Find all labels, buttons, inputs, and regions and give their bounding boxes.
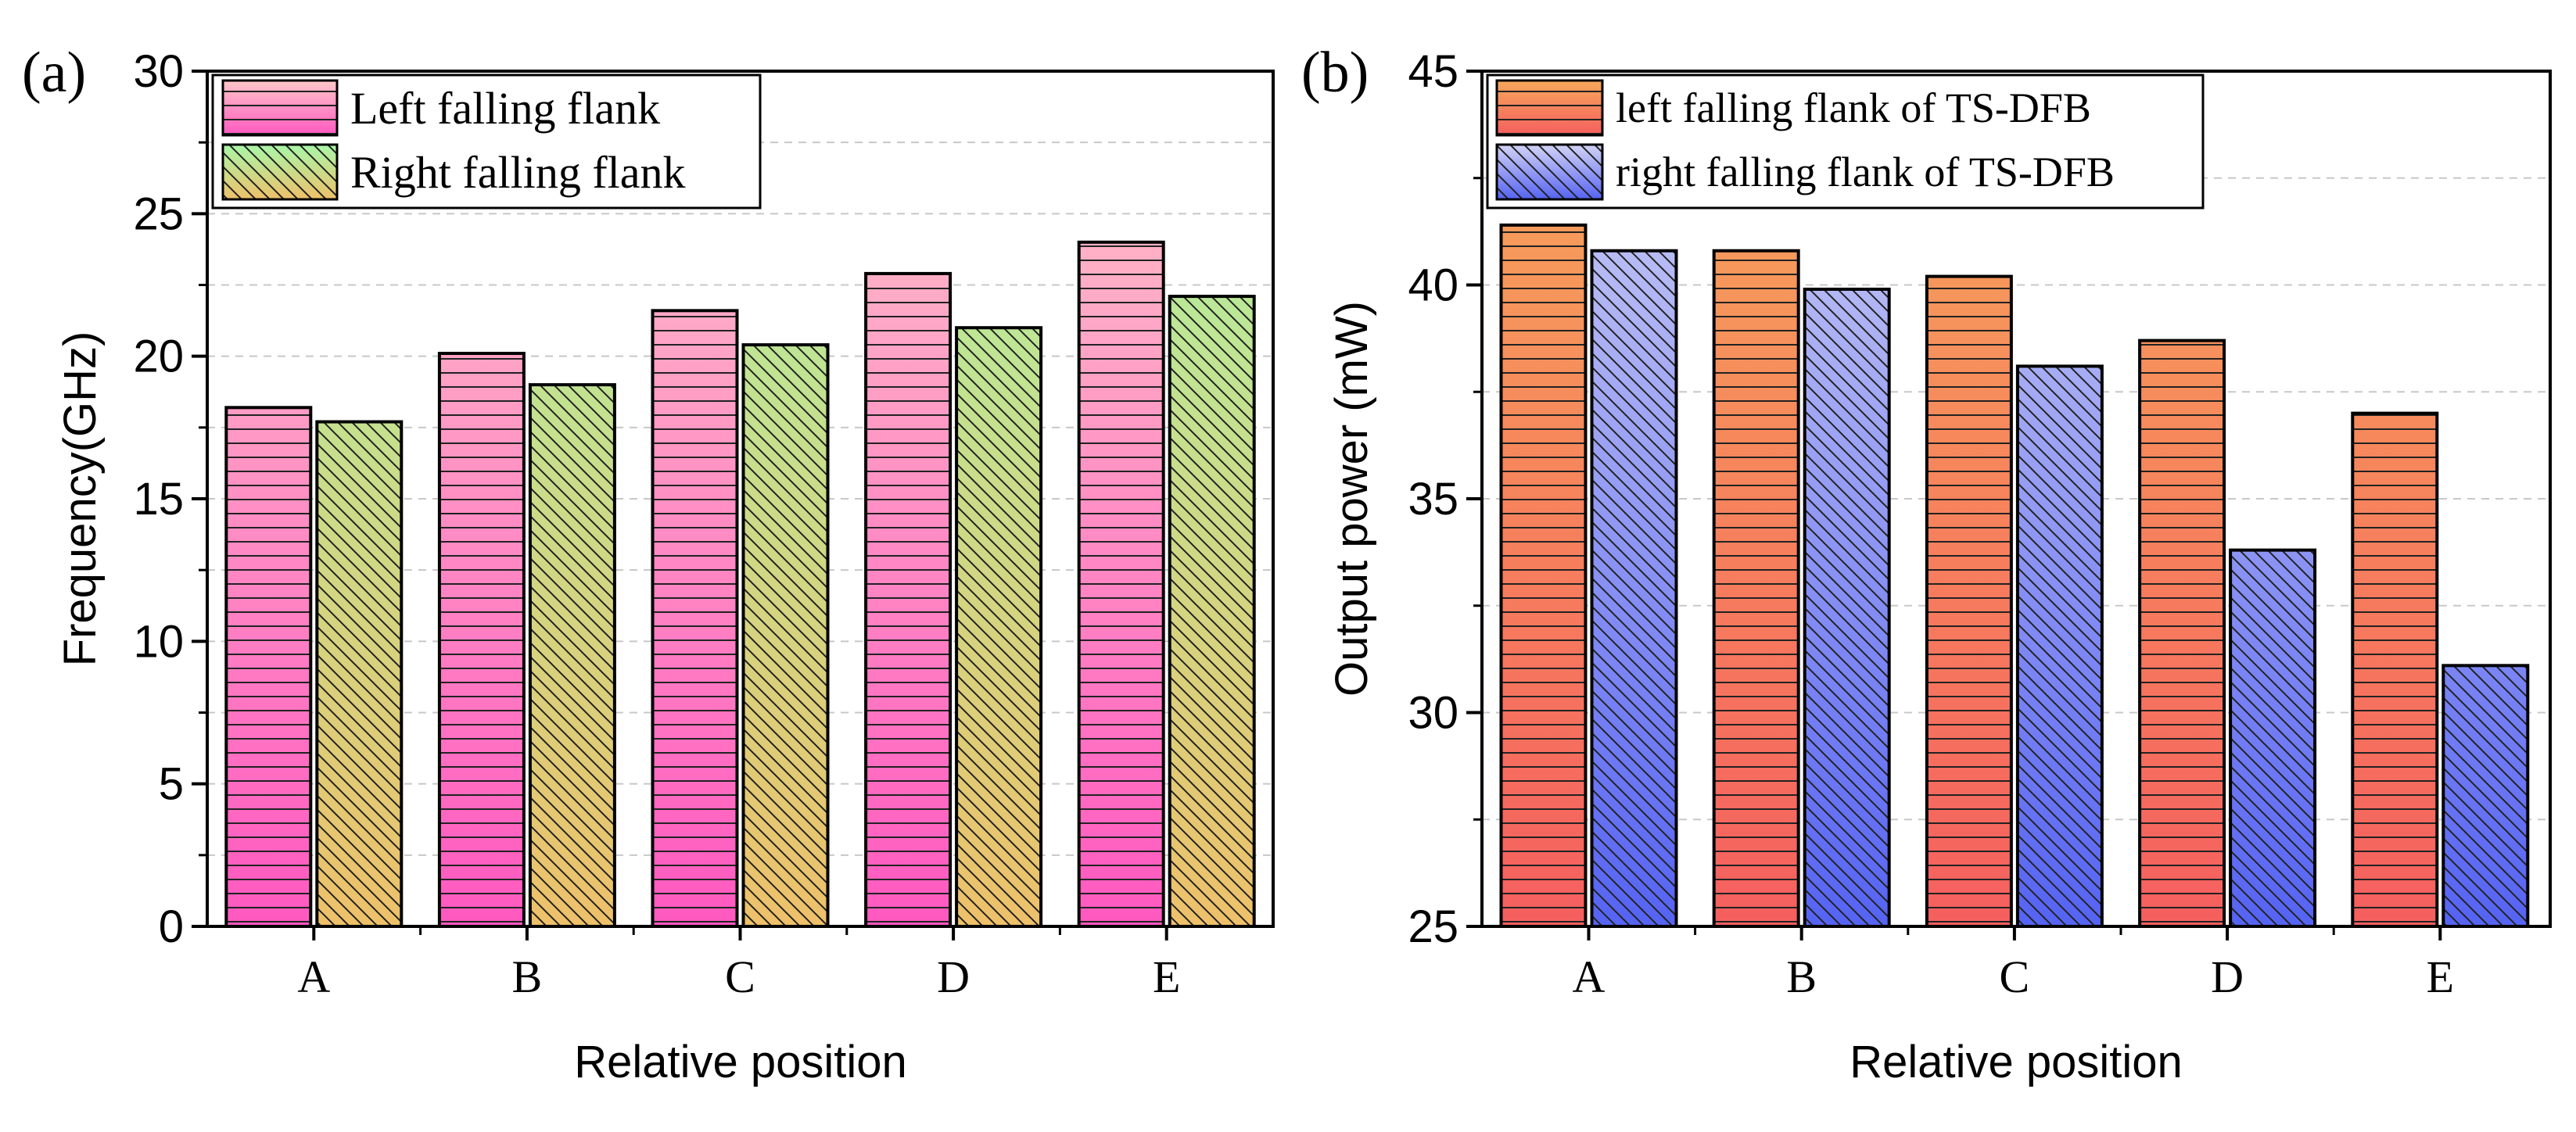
- bar-right-falling-flank-of-ts-dfb-e-pattern: [2441, 664, 2530, 929]
- bar-left-falling-flank-e-pattern: [1077, 240, 1165, 928]
- bar-left-falling-flank-b-pattern: [437, 352, 526, 928]
- x-tick-label-a: A: [297, 951, 330, 1002]
- legend-label-right-falling-flank: Right falling flank: [350, 147, 686, 198]
- legend-label-right-falling-flank-ts-dfb: right falling flank of TS-DFB: [1616, 149, 2115, 195]
- bar-right-falling-flank-of-ts-dfb-b-pattern: [1803, 287, 1891, 929]
- y-tick-label: 0: [159, 901, 184, 952]
- bar-right-falling-flank-of-ts-dfb-c-pattern: [2015, 364, 2104, 928]
- panel-label-a: (a): [22, 41, 86, 105]
- bar-left-falling-flank-of-ts-dfb-b-pattern: [1712, 249, 1800, 928]
- y-tick-label: 25: [133, 188, 184, 239]
- bar-left-falling-flank-a-pattern: [224, 406, 313, 928]
- bar-left-falling-flank-of-ts-dfb-d-pattern: [2138, 339, 2226, 928]
- x-tick-label-d: D: [2211, 951, 2244, 1002]
- bar-right-falling-flank-b-pattern: [528, 383, 616, 928]
- x-tick-label-a: A: [1573, 951, 1606, 1002]
- bar-right-falling-flank-c-pattern: [741, 343, 830, 928]
- y-tick-label: 15: [133, 474, 184, 525]
- panel-a-x-axis-label: Relative position: [574, 1037, 907, 1087]
- panel-a-bars: [224, 240, 1256, 928]
- legend-label-left-falling-flank: Left falling flank: [350, 83, 660, 134]
- y-tick-label: 30: [1408, 688, 1458, 739]
- y-tick-label: 35: [1408, 474, 1458, 525]
- bar-right-falling-flank-of-ts-dfb-d-pattern: [2229, 548, 2317, 928]
- legend-swatch-pattern: [1495, 79, 1604, 137]
- panel-b-y-axis-label: Output power (mW): [1326, 301, 1377, 697]
- legend-swatch-pattern: [221, 143, 339, 201]
- y-tick-label: 10: [133, 616, 184, 667]
- bar-right-falling-flank-e-pattern: [1168, 295, 1256, 928]
- x-tick-label-e: E: [2427, 951, 2454, 1002]
- bar-left-falling-flank-of-ts-dfb-c-pattern: [1925, 274, 2013, 928]
- legend-swatch-pattern: [221, 79, 339, 137]
- y-tick-label: 20: [133, 331, 184, 382]
- panel-b-axes: 25 30 35 40 45 A B C D E: [1408, 46, 2454, 1002]
- bar-right-falling-flank-a-pattern: [315, 420, 404, 928]
- legend-label-left-falling-flank-ts-dfb: left falling flank of TS-DFB: [1616, 84, 2091, 131]
- y-tick-label: 45: [1408, 46, 1458, 97]
- bar-left-falling-flank-of-ts-dfb-e-pattern: [2351, 411, 2439, 928]
- legend-swatch-pattern: [1495, 143, 1604, 201]
- panel-b-legend-box: [1486, 73, 2205, 210]
- x-tick-label-b: B: [512, 951, 543, 1002]
- panel-a-axes: 0 5 10 15 20 25 30 A B C D E: [133, 46, 1180, 1002]
- x-tick-label-e: E: [1153, 951, 1180, 1002]
- panel-b-x-axis-label: Relative position: [1849, 1037, 2183, 1087]
- panel-a-y-axis-label: Frequency(GHz): [55, 331, 106, 667]
- y-tick-label: 40: [1408, 260, 1458, 311]
- panel-b-legend: left falling flank of TS-DFB right falli…: [1486, 73, 2205, 210]
- bar-right-falling-flank-of-ts-dfb-a-pattern: [1590, 249, 1678, 928]
- y-tick-label: 30: [133, 46, 184, 97]
- y-tick-label: 5: [159, 759, 184, 810]
- x-tick-label-b: B: [1786, 951, 1817, 1002]
- bar-left-falling-flank-d-pattern: [864, 271, 953, 928]
- x-tick-label-c: C: [2000, 951, 2030, 1002]
- bar-right-falling-flank-d-pattern: [955, 326, 1043, 928]
- bar-left-falling-flank-of-ts-dfb-a-pattern: [1499, 223, 1588, 929]
- y-tick-label: 25: [1408, 901, 1458, 952]
- panel-a-legend: Left falling flank Right falling flank: [211, 73, 762, 210]
- panel-b: (b) 25 30 35 40 45 A B C D E Relative position Ou…: [1301, 41, 2552, 1087]
- x-tick-label-d: D: [937, 951, 970, 1002]
- panel-label-b: (b): [1301, 41, 1369, 105]
- x-tick-label-c: C: [725, 951, 755, 1002]
- panel-b-bars: [1499, 223, 2530, 929]
- bar-left-falling-flank-c-pattern: [651, 309, 739, 928]
